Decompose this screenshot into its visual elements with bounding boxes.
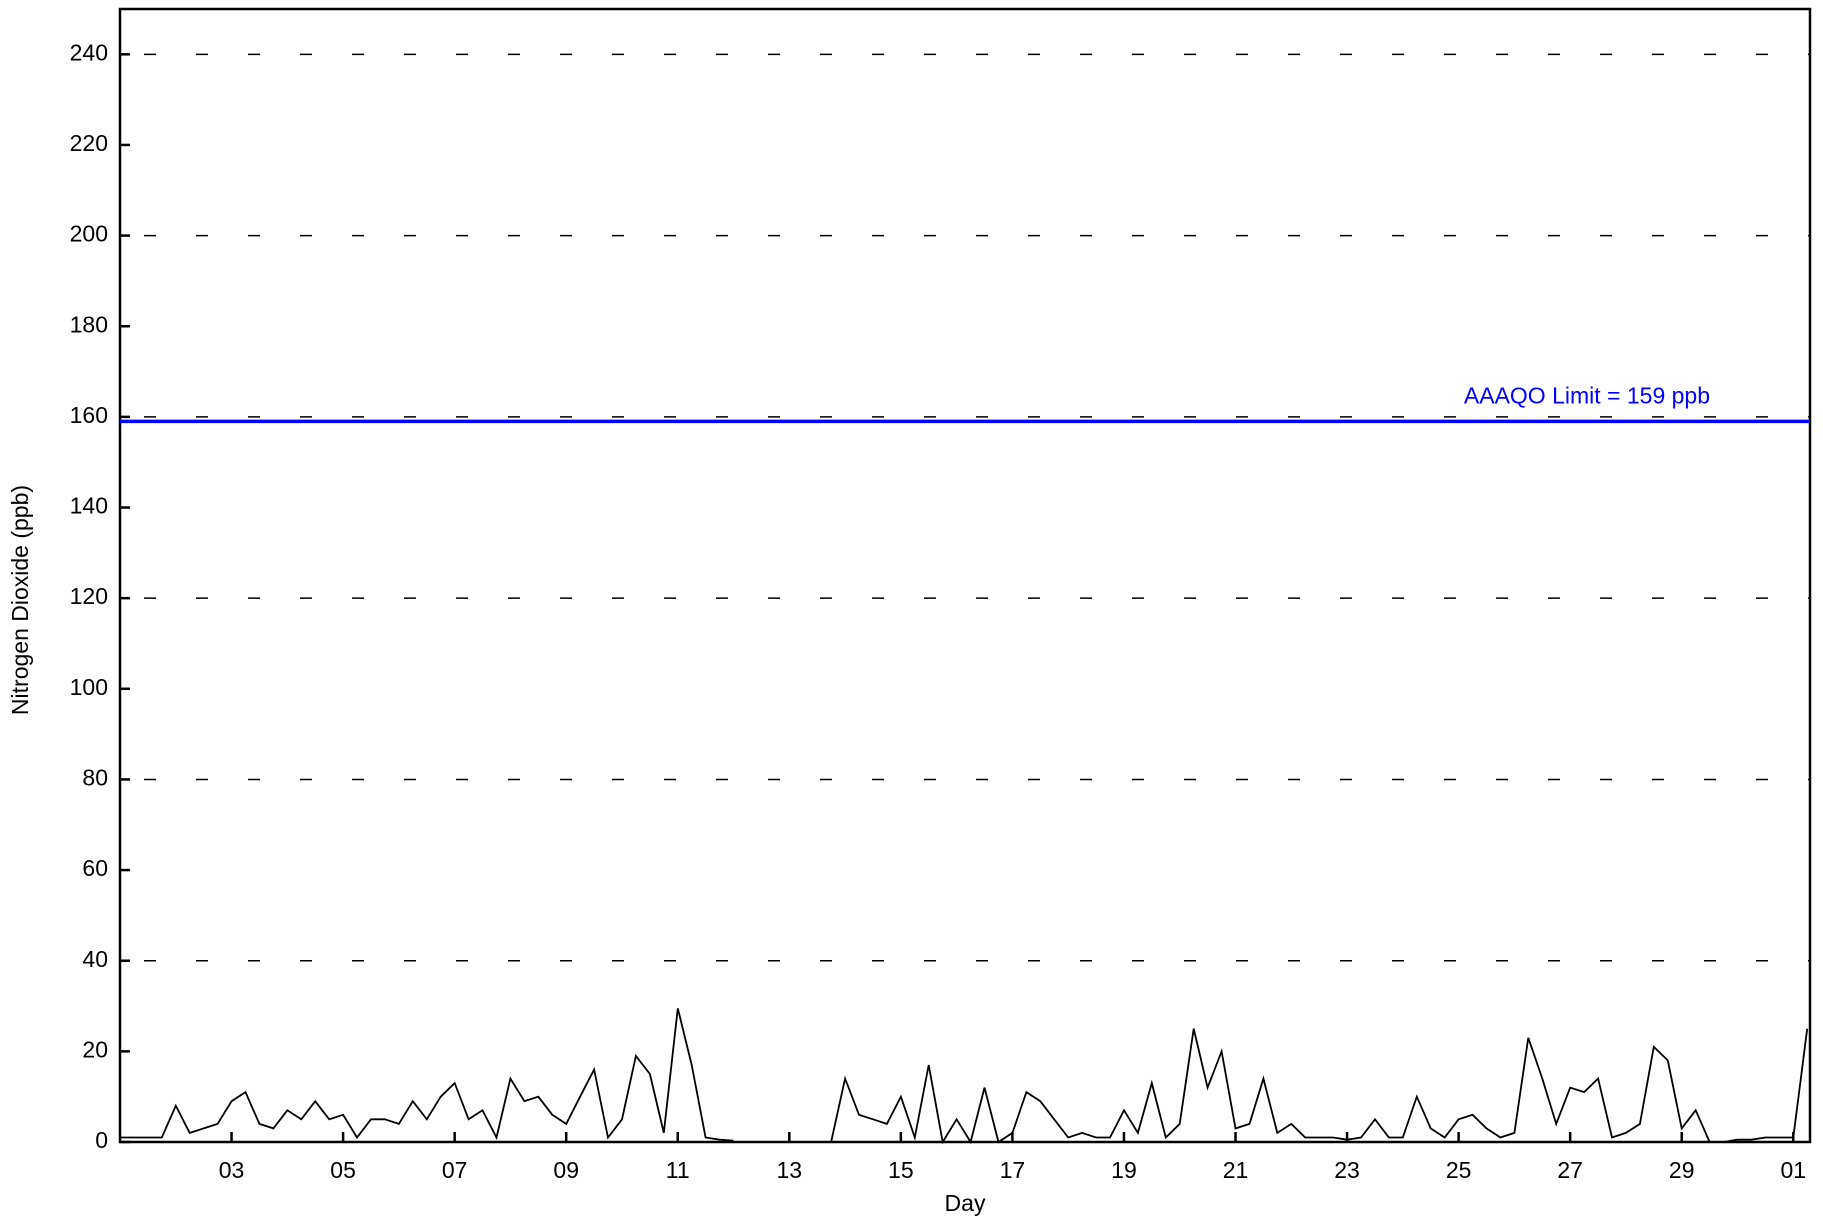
y-tick-label: 160 bbox=[70, 402, 108, 428]
y-tick-label: 0 bbox=[95, 1127, 108, 1153]
y-tick-label: 200 bbox=[70, 221, 108, 247]
y-tick-label: 80 bbox=[82, 765, 108, 791]
x-tick-label: 25 bbox=[1446, 1157, 1472, 1183]
plot-frame bbox=[118, 7, 1812, 1144]
x-tick-label: 17 bbox=[1000, 1157, 1026, 1183]
x-tick-label: 21 bbox=[1223, 1157, 1249, 1183]
x-tick-label: 29 bbox=[1669, 1157, 1695, 1183]
x-tick-label: 15 bbox=[888, 1157, 914, 1183]
x-tick-label: 03 bbox=[219, 1157, 245, 1183]
y-tick-label: 240 bbox=[70, 39, 108, 65]
y-axis-label: Nitrogen Dioxide (ppb) bbox=[7, 485, 33, 715]
x-tick-label: 07 bbox=[442, 1157, 468, 1183]
x-tick-label: 27 bbox=[1557, 1157, 1583, 1183]
y-tick-label: 20 bbox=[82, 1036, 108, 1062]
x-tick-label: 09 bbox=[553, 1157, 579, 1183]
y-tick-label: 220 bbox=[70, 130, 108, 156]
x-tick-label: 19 bbox=[1111, 1157, 1137, 1183]
x-tick-label: 05 bbox=[330, 1157, 356, 1183]
x-tick-label: 01 bbox=[1780, 1157, 1806, 1183]
y-tick-label: 100 bbox=[70, 674, 108, 700]
data-line bbox=[120, 1008, 1809, 1145]
x-axis-label: Day bbox=[945, 1190, 986, 1216]
y-tick-label: 60 bbox=[82, 855, 108, 881]
y-tick-label: 140 bbox=[70, 493, 108, 519]
x-tick-label: 11 bbox=[666, 1157, 690, 1183]
y-tick-label: 40 bbox=[82, 946, 108, 972]
x-tick-label: 23 bbox=[1334, 1157, 1360, 1183]
y-tick-label: 180 bbox=[70, 311, 108, 337]
reference-label: AAAQO Limit = 159 ppb bbox=[1464, 382, 1710, 408]
y-tick-label: 120 bbox=[70, 583, 108, 609]
x-tick-label: 13 bbox=[777, 1157, 803, 1183]
